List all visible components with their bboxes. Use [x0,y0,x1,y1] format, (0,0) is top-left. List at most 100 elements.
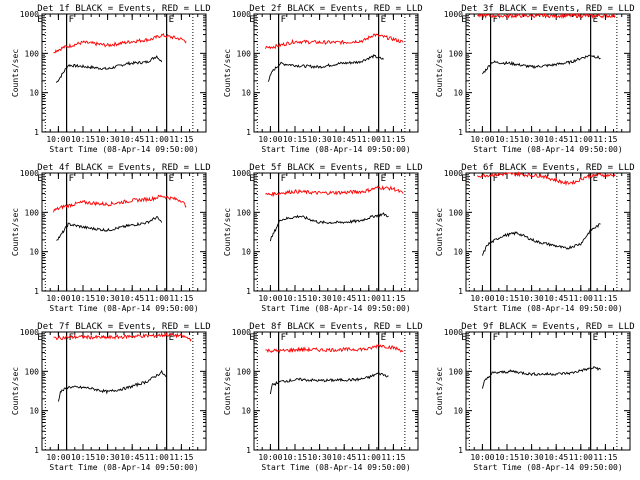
end-marker-label: E [169,333,174,343]
x-tick-label: 11:15 [169,453,193,462]
events-series-line [481,365,601,389]
y-tick-label: 1 [34,128,39,137]
x-tick-label: 10:45 [544,294,568,303]
x-tick-label: 11:00 [357,453,381,462]
x-tick-label: 10:30 [520,294,544,303]
x-tick-label: 11:15 [593,453,617,462]
y-tick-label: 100 [237,208,252,217]
lld-series-line [53,32,187,54]
detector-panel-3: Det 3f BLACK = Events, RED = LLD 1 10 100 10… [435,4,635,154]
panel-title: Det 6f BLACK = Events, RED = LLD [461,163,634,173]
events-series-line [482,54,601,75]
panel-title: Det 7f BLACK = Events, RED = LLD [37,322,210,332]
x-tick-label: 10:45 [544,453,568,462]
panel-title: Det 9f BLACK = Events, RED = LLD [461,322,634,332]
y-axis-label: Counts/sec [435,208,444,256]
x-tick-label: 11:15 [381,294,405,303]
y-tick-label: 1 [34,446,39,455]
x-tick-label: 10:00 [46,294,70,303]
lld-series-line [265,343,404,354]
x-tick-label: 10:45 [332,294,356,303]
x-tick-label: 10:45 [120,453,144,462]
y-tick-label: 1 [246,446,251,455]
y-axis-label: Counts/sec [223,208,232,256]
end-marker-label: E [381,333,386,343]
x-tick-label: 10:15 [283,135,307,144]
x-tick-label: 10:00 [470,453,494,462]
panel-title: Det 8f BLACK = Events, RED = LLD [249,322,422,332]
flare-marker-label: F [69,174,74,184]
y-tick-label: 1 [34,287,39,296]
detector-panel-2: Det 2f BLACK = Events, RED = LLD 1 10 100 10… [223,4,423,154]
start-marker-label: E [249,333,254,343]
x-tick-label: 10:00 [258,135,282,144]
x-tick-label: 10:15 [71,294,95,303]
flare-marker-label: F [69,15,74,25]
x-tick-label: 10:30 [308,294,332,303]
x-axis-label: Start Time (08-Apr-14 09:50:00) [261,145,410,154]
x-tick-label: 10:00 [46,453,70,462]
events-series-line [267,53,384,82]
x-tick-label: 10:15 [283,294,307,303]
end-marker-label: E [381,174,386,184]
events-series-line [269,212,389,242]
y-tick-label: 1000 [232,169,251,178]
x-tick-label: 10:00 [46,135,70,144]
x-tick-label: 10:00 [258,294,282,303]
end-marker-label: E [593,15,598,25]
y-tick-label: 10 [453,89,463,98]
x-tick-label: 11:00 [145,453,169,462]
x-axis-label: Start Time (08-Apr-14 09:50:00) [473,145,622,154]
detector-panel-1: Det 1f BLACK = Events, RED = LLD 1 10 100 10… [11,4,211,154]
x-tick-label: 10:45 [120,135,144,144]
x-tick-label: 10:45 [120,294,144,303]
end-marker-label: E [169,15,174,25]
x-axis-label: Start Time (08-Apr-14 09:50:00) [473,463,622,472]
y-tick-label: 1 [458,128,463,137]
y-tick-label: 1000 [444,10,463,19]
y-axis-label: Counts/sec [11,367,20,415]
x-tick-label: 11:00 [569,294,593,303]
start-marker-label: E [249,174,254,184]
x-tick-label: 10:30 [520,453,544,462]
x-axis-label: Start Time (08-Apr-14 09:50:00) [261,463,410,472]
flare-marker-label: F [281,174,286,184]
x-tick-label: 10:45 [332,453,356,462]
y-tick-label: 100 [237,49,252,58]
y-tick-label: 10 [29,407,39,416]
y-tick-label: 1 [458,446,463,455]
y-tick-label: 1 [246,287,251,296]
y-tick-label: 100 [25,49,40,58]
start-marker-label: E [37,174,42,184]
y-tick-label: 100 [25,367,40,376]
x-tick-label: 11:00 [569,135,593,144]
y-tick-label: 1000 [444,328,463,337]
y-tick-label: 1000 [232,10,251,19]
flare-marker-label: F [493,15,498,25]
x-tick-label: 11:00 [145,135,169,144]
y-tick-label: 100 [449,367,464,376]
start-marker-label: E [461,174,466,184]
y-tick-label: 1000 [232,328,251,337]
y-tick-label: 1000 [20,10,39,19]
x-tick-label: 10:15 [495,135,519,144]
y-axis-label: Counts/sec [11,49,20,97]
panel-title: Det 4f BLACK = Events, RED = LLD [37,163,210,173]
y-tick-label: 1 [458,287,463,296]
y-tick-label: 10 [453,407,463,416]
x-tick-label: 10:15 [71,453,95,462]
y-tick-label: 10 [29,248,39,257]
events-series-line [56,215,163,241]
y-tick-label: 1000 [20,328,39,337]
x-tick-label: 11:15 [381,135,405,144]
y-tick-label: 10 [453,248,463,257]
lld-series-line [53,332,192,342]
x-tick-label: 10:30 [308,135,332,144]
x-tick-label: 10:15 [71,135,95,144]
y-tick-label: 100 [25,208,40,217]
x-tick-label: 10:00 [470,135,494,144]
flare-marker-label: F [281,333,286,343]
y-axis-label: Counts/sec [11,208,20,256]
